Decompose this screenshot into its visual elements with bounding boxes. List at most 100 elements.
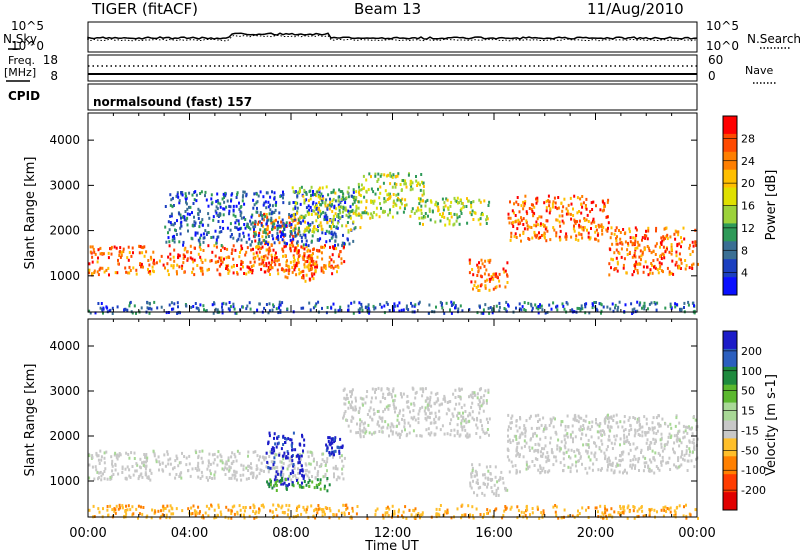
echo-cell bbox=[257, 194, 260, 198]
echo-cell bbox=[444, 204, 447, 208]
echo-cell bbox=[319, 195, 322, 199]
echo-cell bbox=[253, 230, 255, 234]
echo-cell bbox=[341, 215, 344, 218]
echo-cell bbox=[571, 463, 574, 467]
echo-cell bbox=[637, 433, 640, 436]
echo-cell bbox=[255, 210, 258, 214]
echo-cell bbox=[476, 473, 478, 477]
echo-cell bbox=[328, 507, 331, 510]
echo-cell bbox=[308, 479, 311, 483]
echo-cell bbox=[371, 417, 374, 421]
echo-cell bbox=[297, 257, 300, 261]
echo-cell bbox=[331, 446, 333, 450]
echo-cell bbox=[674, 424, 677, 428]
echo-cell bbox=[652, 259, 655, 263]
echo-cell bbox=[126, 256, 129, 260]
echo-cell bbox=[358, 193, 361, 197]
echo-cell bbox=[117, 507, 120, 511]
echo-cell bbox=[166, 452, 169, 456]
echo-cell bbox=[664, 443, 667, 447]
echo-cell bbox=[365, 200, 368, 203]
echo-cell bbox=[187, 507, 190, 511]
echo-cell bbox=[283, 451, 286, 455]
echo-cell bbox=[633, 516, 636, 520]
echo-cell bbox=[595, 237, 598, 241]
echo-cell bbox=[445, 301, 448, 305]
echo-cell bbox=[243, 272, 246, 275]
echo-cell bbox=[311, 475, 313, 478]
echo-cell bbox=[334, 243, 336, 247]
echo-cell bbox=[582, 418, 585, 422]
echo-cell bbox=[640, 258, 642, 262]
echo-cell bbox=[229, 235, 232, 239]
colorbar-tick-label: 4 bbox=[741, 267, 748, 280]
echo-cell bbox=[184, 196, 187, 200]
echo-cell bbox=[409, 214, 412, 218]
echo-cell bbox=[226, 226, 229, 230]
echo-cell bbox=[273, 256, 276, 260]
echo-cell bbox=[403, 418, 406, 422]
echo-cell bbox=[491, 308, 493, 312]
echo-cell bbox=[486, 278, 488, 282]
echo-cell bbox=[334, 232, 337, 236]
echo-cell bbox=[109, 477, 112, 481]
echo-cell bbox=[260, 267, 263, 271]
echo-cell bbox=[540, 450, 542, 454]
echo-cell bbox=[444, 223, 447, 227]
echo-cell bbox=[380, 426, 383, 430]
echo-cell bbox=[288, 459, 291, 463]
echo-cell bbox=[232, 271, 235, 275]
echo-cell bbox=[641, 306, 643, 310]
echo-cell bbox=[310, 239, 313, 243]
echo-cell bbox=[507, 303, 509, 307]
echo-cell bbox=[256, 206, 258, 210]
echo-cell bbox=[290, 438, 293, 442]
colorbar-frame bbox=[722, 330, 738, 511]
echo-cell bbox=[399, 183, 402, 186]
echo-cell bbox=[655, 465, 658, 468]
echo-cell bbox=[629, 250, 631, 254]
echo-cell bbox=[113, 453, 116, 457]
echo-cell bbox=[226, 199, 229, 203]
echo-cell bbox=[604, 421, 607, 425]
echo-cell bbox=[578, 223, 581, 227]
echo-cell bbox=[336, 467, 339, 471]
echo-cell bbox=[495, 488, 498, 492]
echo-cell bbox=[636, 417, 639, 421]
echo-cell bbox=[429, 218, 432, 222]
echo-cell bbox=[429, 433, 432, 437]
echo-cell bbox=[253, 192, 256, 196]
echo-cell bbox=[481, 427, 484, 431]
echo-cell bbox=[528, 225, 531, 229]
echo-cell bbox=[460, 387, 463, 391]
echo-cell bbox=[184, 210, 187, 213]
echo-cell bbox=[263, 238, 266, 242]
echo-cell bbox=[339, 190, 342, 193]
echo-cell bbox=[263, 458, 266, 462]
echo-cell bbox=[595, 204, 597, 208]
echo-cell bbox=[328, 230, 331, 234]
echo-cell bbox=[282, 234, 285, 238]
echo-cell bbox=[160, 305, 163, 309]
echo-cell bbox=[282, 482, 285, 486]
echo-cell bbox=[239, 267, 242, 271]
echo-cell bbox=[306, 474, 309, 478]
echo-cell bbox=[473, 474, 476, 478]
echo-cell bbox=[515, 447, 518, 451]
echo-cell bbox=[250, 269, 253, 273]
echo-cell bbox=[315, 207, 318, 211]
echo-cell bbox=[193, 220, 196, 224]
echo-cell bbox=[691, 440, 694, 444]
echo-cell bbox=[419, 183, 421, 187]
echo-cell bbox=[324, 204, 327, 208]
echo-cell bbox=[261, 214, 264, 218]
echo-cell bbox=[546, 451, 549, 455]
echo-cell bbox=[262, 224, 265, 228]
echo-cell bbox=[326, 221, 329, 224]
beam-label: Beam 13 bbox=[354, 0, 422, 18]
echo-cell bbox=[504, 269, 507, 273]
echo-cell bbox=[344, 397, 347, 401]
echo-cell bbox=[315, 248, 318, 252]
echo-cell bbox=[650, 251, 653, 255]
echo-cell bbox=[602, 225, 605, 229]
